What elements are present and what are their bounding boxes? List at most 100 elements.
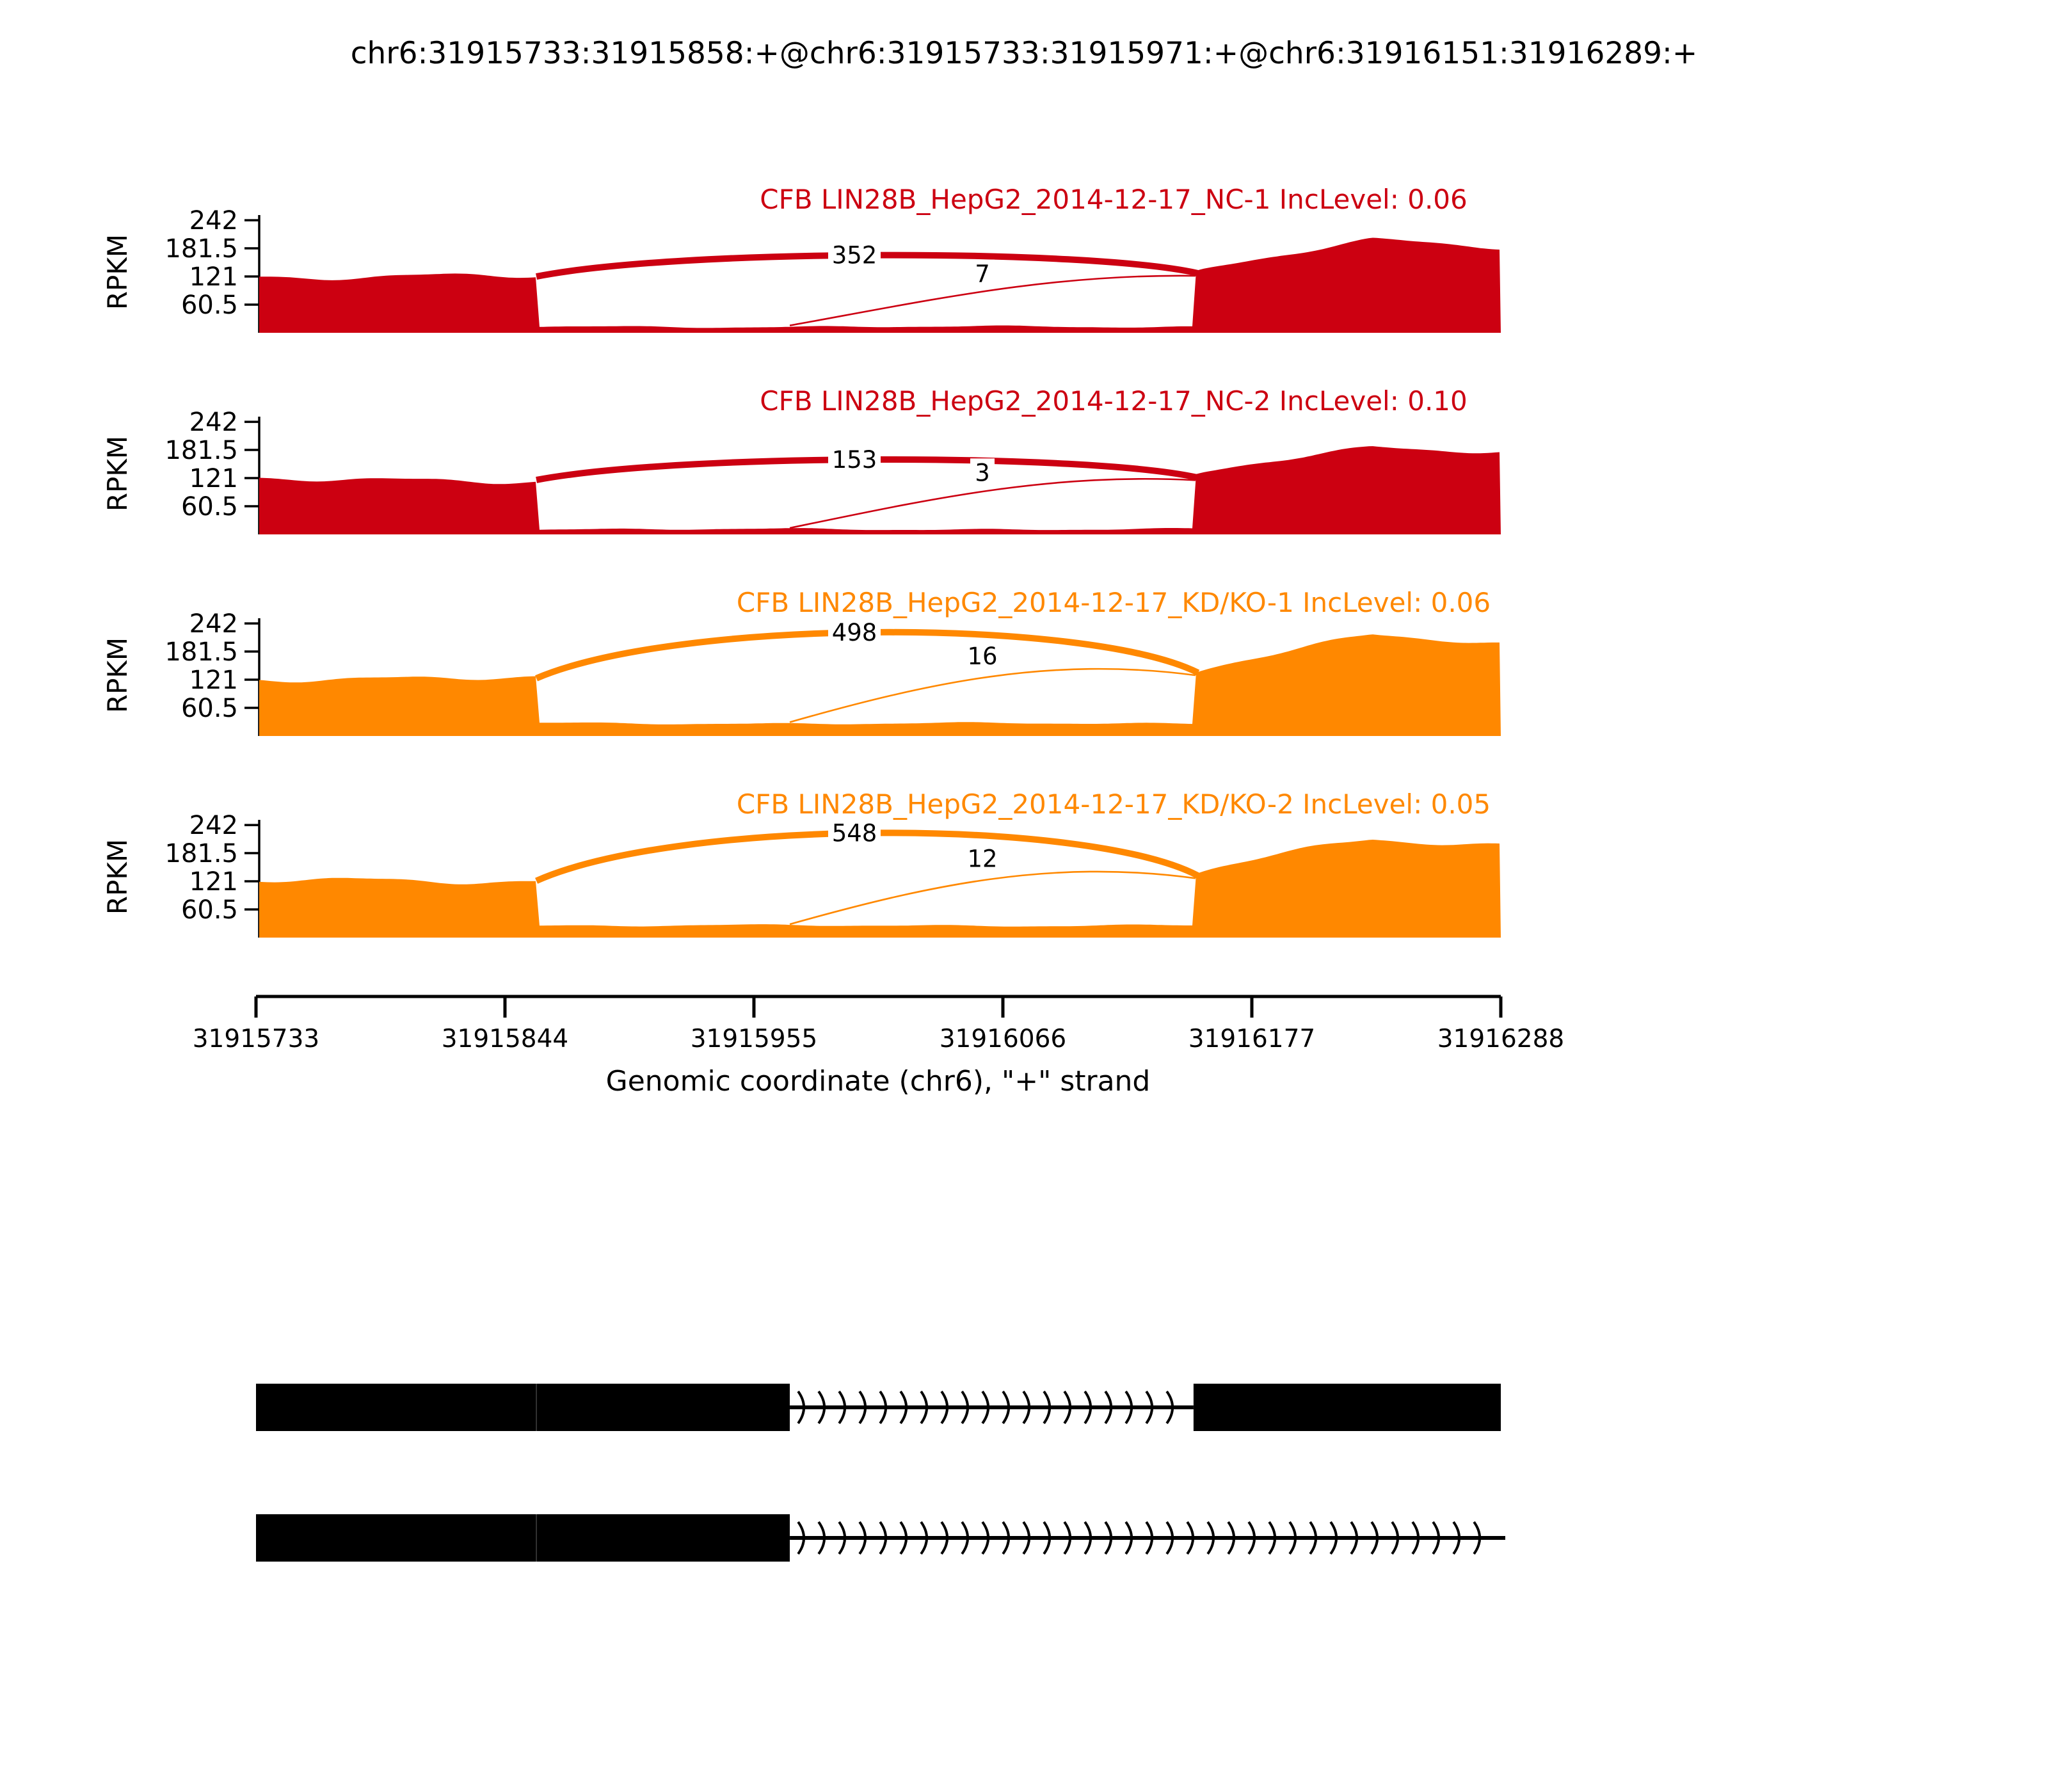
y-axis-title: RPKM: [102, 839, 133, 915]
junction-count: 352: [832, 242, 877, 269]
exon-box: [536, 1384, 790, 1431]
y-tick-label: 181.5: [164, 436, 238, 465]
x-axis: 31915733 31915844 31915955 31916066 31916177…: [193, 995, 1565, 1053]
y-tick-label: 60.5: [181, 291, 238, 320]
intron-arrow: [1452, 1521, 1461, 1555]
intron-arrow: [817, 1390, 826, 1425]
intron-arrow: [1411, 1521, 1420, 1555]
intron-arrow: [1370, 1521, 1379, 1555]
y-tick-label: 121: [189, 464, 238, 493]
junction-count-bg: [828, 445, 881, 474]
intron-arrow: [1432, 1521, 1441, 1555]
junction-count: 12: [967, 845, 997, 872]
y-tick-label: 242: [189, 206, 238, 236]
junction-arc-inclusion: [789, 275, 1196, 326]
intron-arrow: [1227, 1521, 1236, 1555]
intron-arrow: [1104, 1521, 1113, 1555]
x-tick-label: 31915733: [193, 1025, 320, 1053]
coverage-area: [259, 634, 1501, 736]
junction-count: 153: [832, 446, 877, 474]
intron-arrow: [1084, 1521, 1092, 1555]
y-tick-label: 60.5: [181, 694, 238, 723]
intron-arrow: [899, 1521, 908, 1555]
intron-arrow: [1145, 1521, 1154, 1555]
figure-title: chr6:31915733:31915858:+@chr6:31915733:3…: [350, 36, 1698, 71]
intron-arrow: [817, 1521, 826, 1555]
intron-arrow: [1309, 1521, 1318, 1555]
intron-arrow: [961, 1390, 970, 1425]
intron-arrow: [899, 1390, 908, 1425]
y-tick-label: 121: [189, 262, 238, 292]
junction-count-bg: [963, 641, 1002, 670]
intron-arrow: [1022, 1390, 1031, 1425]
intron-arrow: [1186, 1521, 1195, 1555]
track-label: CFB LIN28B_HepG2_2014-12-17_NC-1 IncLeve…: [760, 184, 1468, 215]
intron-arrow: [1022, 1521, 1031, 1555]
junction-count-bg: [828, 618, 881, 646]
y-tick-label: 181.5: [164, 839, 238, 868]
junction-count-bg: [828, 241, 881, 269]
y-axis-title: RPKM: [102, 436, 133, 511]
junction-count: 16: [967, 643, 997, 670]
exon-box: [256, 1514, 537, 1562]
intron-arrow: [940, 1390, 949, 1425]
intron-arrow: [1391, 1521, 1400, 1555]
intron-arrow: [1104, 1390, 1113, 1425]
intron-arrow: [797, 1521, 806, 1555]
junction-count-bg: [970, 259, 995, 288]
junction-count: 498: [832, 619, 877, 646]
intron-arrow: [1247, 1521, 1256, 1555]
gene-model-1: [256, 1384, 1501, 1431]
y-axis-title: RPKM: [102, 637, 133, 713]
x-tick-label: 31916177: [1188, 1025, 1316, 1053]
track-3: CFB LIN28B_HepG2_2014-12-17_KD/KO-1 IncL…: [102, 587, 1501, 736]
y-tick-label: 242: [189, 408, 238, 437]
track-1: CFB LIN28B_HepG2_2014-12-17_NC-1 IncLeve…: [102, 184, 1501, 333]
coverage-area: [259, 446, 1501, 534]
intron-arrow: [1124, 1521, 1133, 1555]
intron-arrow: [1350, 1521, 1359, 1555]
junction-count: 7: [975, 260, 990, 288]
y-tick-label: 242: [189, 609, 238, 639]
x-tick-label: 31915955: [691, 1025, 818, 1053]
x-tick-label: 31915844: [442, 1025, 569, 1053]
junction-count-bg: [970, 458, 995, 487]
intron-arrow: [1084, 1390, 1092, 1425]
intron-arrow: [1043, 1390, 1052, 1425]
gene-model-2: [256, 1514, 1505, 1562]
intron-arrow: [879, 1521, 888, 1555]
y-tick-label: 121: [189, 867, 238, 897]
intron-arrow: [1288, 1521, 1297, 1555]
intron-arrow: [1145, 1390, 1154, 1425]
track-label: CFB LIN28B_HepG2_2014-12-17_KD/KO-1 IncL…: [737, 587, 1491, 618]
junction-arc-inclusion: [789, 870, 1196, 925]
y-tick-label: 60.5: [181, 895, 238, 925]
x-tick-label: 31916288: [1437, 1025, 1565, 1053]
y-axis-title: RPKM: [102, 234, 133, 310]
intron-arrow: [1002, 1521, 1011, 1555]
intron-arrow: [1329, 1521, 1338, 1555]
coverage-area: [259, 237, 1501, 333]
intron-arrow: [1206, 1521, 1215, 1555]
y-tick-label: 242: [189, 811, 238, 840]
track-label: CFB LIN28B_HepG2_2014-12-17_KD/KO-2 IncL…: [737, 788, 1491, 820]
track-4: CFB LIN28B_HepG2_2014-12-17_KD/KO-2 IncL…: [102, 788, 1501, 938]
x-axis-label: Genomic coordinate (chr6), "+" strand: [605, 1065, 1151, 1098]
junction-count: 3: [975, 459, 990, 486]
intron-arrow: [1043, 1521, 1052, 1555]
exon-box: [256, 1384, 537, 1431]
intron-arrow: [1268, 1521, 1277, 1555]
junction-count-bg: [828, 819, 881, 847]
coverage-area: [259, 840, 1501, 938]
track-2: CFB LIN28B_HepG2_2014-12-17_NC-2 IncLeve…: [102, 385, 1501, 534]
x-tick-label: 31916066: [940, 1025, 1067, 1053]
junction-count: 548: [832, 819, 877, 847]
intron-arrow: [920, 1390, 929, 1425]
intron-arrow: [838, 1521, 847, 1555]
junction-count-bg: [963, 844, 1002, 873]
intron-arrow: [920, 1521, 929, 1555]
track-label: CFB LIN28B_HepG2_2014-12-17_NC-2 IncLeve…: [760, 385, 1468, 417]
intron-arrow: [858, 1521, 867, 1555]
